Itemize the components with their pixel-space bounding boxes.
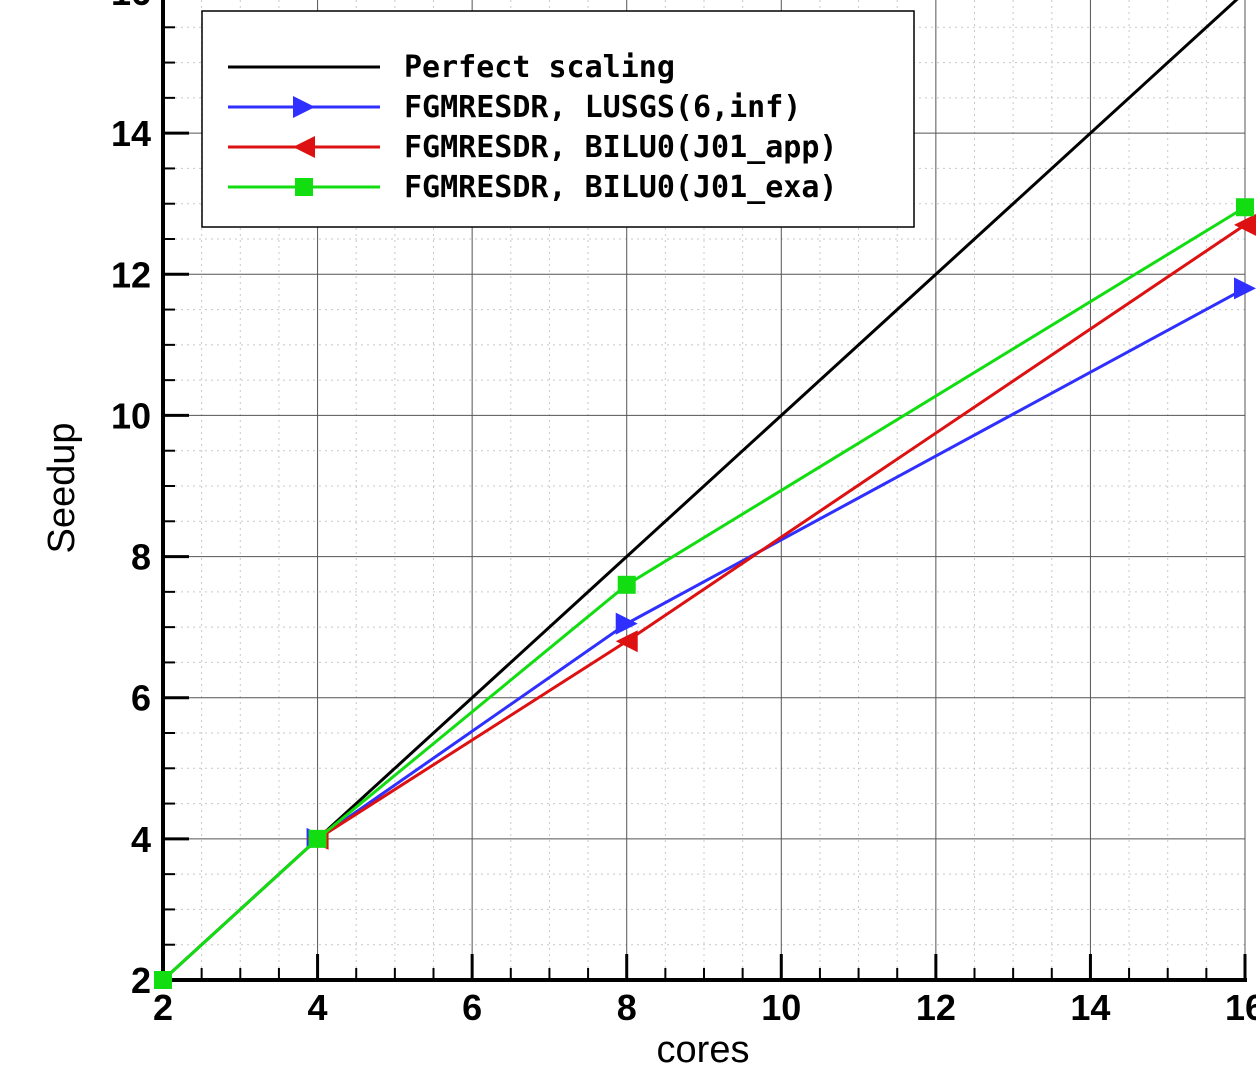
- x-tick-label: 12: [916, 987, 956, 1028]
- series-line: [161, 205, 1246, 982]
- y-tick-labels: 2 4 6 8 10 12 14 16: [111, 0, 151, 1001]
- legend-item: FGMRESDR, BILU0(J01_exa): [228, 170, 837, 205]
- x-tick-label: 14: [1070, 987, 1110, 1028]
- x-tick-label: 10: [761, 987, 801, 1028]
- legend: Perfect scaling FGMRESDR, LUSGS(6,inf) FGM…: [201, 10, 915, 228]
- y-tick-label: 8: [131, 537, 151, 578]
- point-marker: [154, 971, 172, 989]
- y-tick-label: 10: [111, 395, 151, 436]
- point-marker: [615, 630, 638, 653]
- series-line: [161, 0, 1239, 982]
- point-marker: [1234, 213, 1256, 236]
- y-tick-label: 4: [131, 819, 151, 860]
- x-tick-label: 16: [1225, 987, 1256, 1028]
- legend-label: FGMRESDR, LUSGS(6,inf): [404, 90, 801, 125]
- x-axis-title: cores: [657, 1029, 750, 1069]
- axes: [161, 0, 1247, 982]
- series-0: [161, 0, 1239, 982]
- x-tick-label: 4: [308, 987, 328, 1028]
- y-tick-label: 6: [131, 678, 151, 719]
- x-tick-label: 6: [462, 987, 482, 1028]
- point-marker: [1236, 198, 1254, 217]
- x-tick-label: 8: [617, 987, 637, 1028]
- y-tick-label: 14: [111, 113, 151, 154]
- point-marker: [293, 136, 315, 158]
- legend-box: [201, 10, 915, 228]
- y-axis-title: Seedup: [41, 422, 83, 553]
- x-tick-label: 2: [153, 987, 173, 1028]
- point-marker: [615, 612, 638, 635]
- point-marker: [617, 575, 636, 594]
- point-marker: [295, 178, 313, 196]
- y-tick-label: 2: [131, 960, 151, 1001]
- legend-item: FGMRESDR, BILU0(J01_app): [228, 130, 837, 165]
- legend-item: Perfect scaling: [228, 50, 675, 85]
- point-marker: [293, 96, 315, 118]
- legend-label: FGMRESDR, BILU0(J01_exa): [404, 170, 837, 205]
- point-marker: [1234, 277, 1256, 300]
- series-3: [154, 198, 1254, 989]
- legend-item: FGMRESDR, LUSGS(6,inf): [228, 90, 801, 125]
- legend-label: Perfect scaling: [404, 50, 675, 85]
- y-tick-label: 12: [111, 254, 151, 295]
- y-tick-label: 16: [111, 0, 151, 13]
- x-tick-labels: 2 4 6 8 10 12 14 16: [153, 987, 1256, 1028]
- legend-label: FGMRESDR, BILU0(J01_app): [404, 130, 837, 165]
- point-marker: [308, 829, 327, 848]
- series-layer: [154, 0, 1256, 989]
